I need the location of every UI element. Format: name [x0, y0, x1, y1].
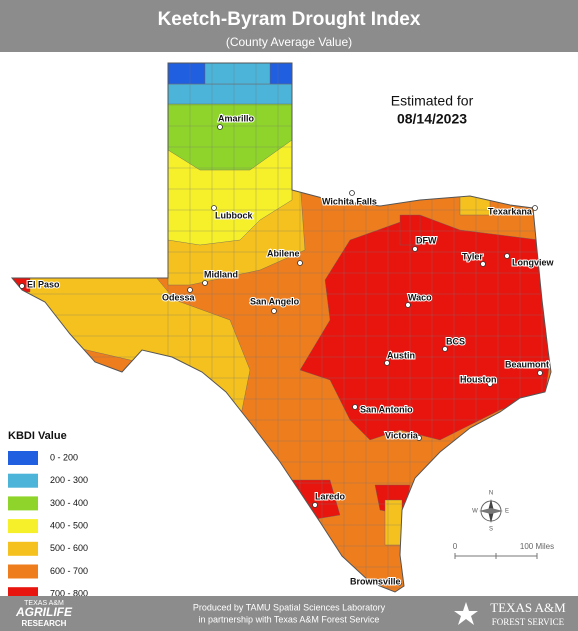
compass-e: E	[505, 509, 509, 515]
subtitle: (County Average Value)	[226, 35, 352, 49]
city-dot	[384, 360, 390, 366]
legend-label: 300 - 400	[50, 498, 88, 508]
city-dot	[416, 435, 422, 441]
city-label: Laredo	[315, 491, 346, 501]
legend-title: KBDI Value	[8, 430, 67, 442]
city-dot	[480, 261, 486, 267]
scale-bar: 0 100 Miles	[453, 542, 554, 559]
compass: N E S W	[472, 491, 509, 533]
compass-n: N	[489, 491, 493, 497]
county-region	[269, 63, 293, 85]
logo-left: TEXAS A&M	[24, 600, 64, 607]
legend-label: 600 - 700	[50, 566, 88, 576]
logo-right: TEXAS A&M	[490, 600, 566, 615]
logo-left: AGRILIFE	[15, 605, 73, 619]
compass-w: W	[472, 509, 478, 515]
city-dot	[442, 346, 448, 352]
scale-start: 0	[453, 542, 458, 551]
city-dot	[537, 370, 543, 376]
city-label: Beaumont	[505, 359, 549, 369]
city-label: El Paso	[27, 279, 60, 289]
city-dot	[211, 205, 217, 211]
legend: KBDI Value 0 - 200 200 - 300 300 - 400 400 …	[8, 430, 88, 602]
city-dot	[352, 404, 358, 410]
county-region	[167, 83, 293, 105]
city-label: Waco	[408, 292, 432, 302]
city-label: Houston	[460, 374, 497, 384]
city-dot	[187, 287, 193, 293]
footer-band	[0, 596, 578, 631]
city-label: BCS	[446, 336, 465, 346]
legend-label: 0 - 200	[50, 452, 78, 462]
city-dot	[297, 260, 303, 266]
city-dot	[19, 283, 25, 289]
compass-s: S	[489, 527, 493, 533]
legend-label: 500 - 600	[50, 543, 88, 553]
city-label: San Angelo	[250, 296, 300, 306]
county-region	[167, 63, 206, 85]
city-label: Odessa	[162, 292, 196, 302]
city-dot	[349, 190, 355, 196]
city-label: San Antonio	[360, 404, 413, 414]
logo-star	[454, 602, 478, 625]
city-dot	[217, 124, 223, 130]
logo-right: FOREST SERVICE	[492, 617, 565, 627]
legend-label: 400 - 500	[50, 520, 88, 530]
legend-swatch	[8, 451, 38, 465]
legend-swatch	[8, 473, 38, 488]
scale-end: 100 Miles	[520, 542, 554, 551]
city-dot	[312, 502, 318, 508]
legend-swatch	[8, 541, 38, 556]
cities: Amarillo Lubbock Wichita Falls Texarkana DFW…	[19, 112, 556, 587]
county-region	[384, 499, 403, 546]
county-region	[204, 63, 271, 85]
legend-label: 700 - 800	[50, 589, 88, 599]
city-label: Lubbock	[215, 210, 253, 220]
city-dot	[405, 302, 411, 308]
city-dot	[504, 253, 510, 259]
city-dot	[487, 381, 493, 387]
footer-line1: Produced by TAMU Spatial Sciences Labora…	[193, 602, 386, 612]
title: Keetch-Byram Drought Index	[158, 9, 421, 30]
city-label: Midland	[204, 269, 238, 279]
city-dot	[396, 580, 402, 586]
legend-swatch	[8, 496, 38, 511]
city-label: DFW	[416, 235, 437, 245]
estimate-date: 08/14/2023	[397, 111, 467, 127]
city-label: Austin	[387, 350, 415, 360]
header-band	[0, 0, 578, 52]
city-dot	[271, 308, 277, 314]
city-label: Victoria	[385, 430, 419, 440]
city-label: Wichita Falls	[322, 196, 377, 206]
city-dot	[202, 280, 208, 286]
estimate-label: Estimated for	[391, 93, 474, 109]
city-label: Brownsville	[350, 576, 401, 586]
city-dot	[532, 205, 538, 211]
city-label: Amarillo	[218, 113, 255, 123]
city-dot	[412, 246, 418, 252]
legend-swatch	[8, 519, 38, 534]
compass-needle	[479, 508, 503, 514]
legend-swatch	[8, 564, 38, 579]
city-label: Abilene	[267, 248, 300, 258]
city-label: Longview	[512, 257, 555, 267]
footer-line2: in partnership with Texas A&M Forest Ser…	[199, 614, 380, 624]
city-label: Tyler	[462, 251, 483, 261]
logo-left: RESEARCH	[22, 619, 67, 628]
city-label: Texarkana	[488, 206, 533, 216]
legend-label: 200 - 300	[50, 475, 88, 485]
